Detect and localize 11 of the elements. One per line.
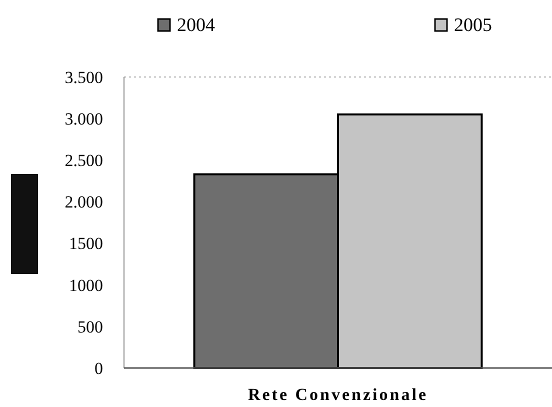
legend-label: 2004 <box>177 15 216 36</box>
y-tick-label: 500 <box>78 317 103 336</box>
y-tick-label: 2.500 <box>64 151 103 170</box>
y-tick-label: 1500 <box>69 234 103 254</box>
y-tick-label: 1000 <box>69 276 103 295</box>
y-tick-label: 0 <box>94 358 103 378</box>
y-tick-label: 3.000 <box>64 110 103 129</box>
legend-label: 2005 <box>454 15 492 36</box>
y-tick-label: 2.000 <box>64 192 103 212</box>
y-tick-label: 3.500 <box>64 68 103 87</box>
x-tick-label: Rete Convenzionale <box>248 385 428 404</box>
